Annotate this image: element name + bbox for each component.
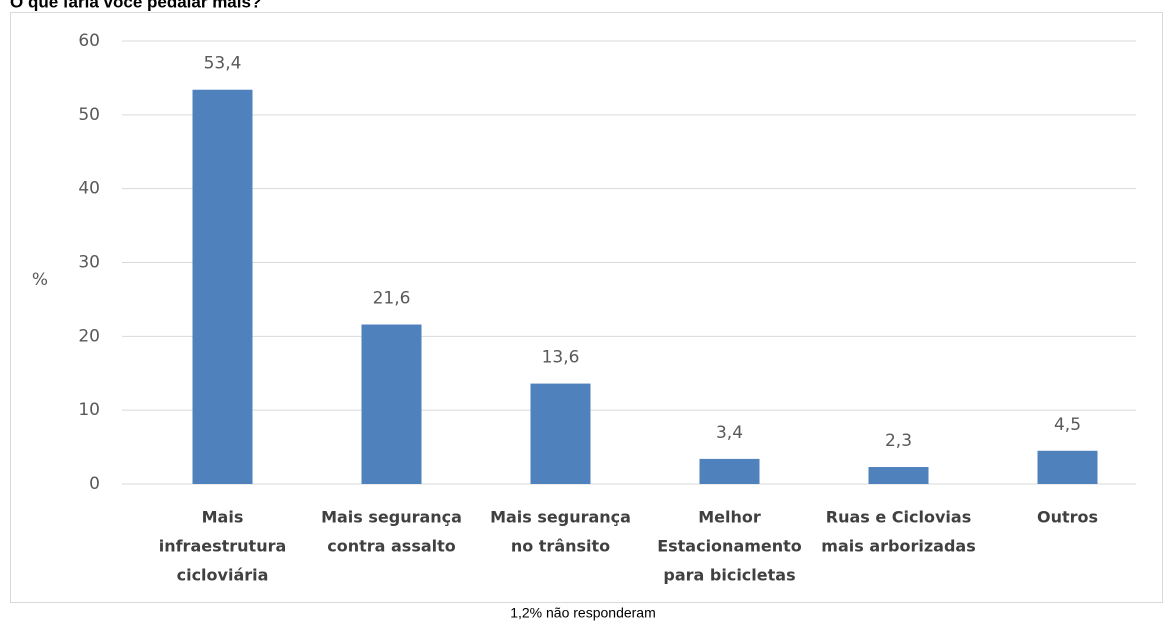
y-tick-label: 10 (78, 400, 100, 420)
y-tick-label: 30 (78, 253, 100, 273)
x-tick-label: no trânsito (511, 537, 610, 556)
data-label: 53,4 (204, 54, 242, 74)
x-tick-label: Ruas e Ciclovias (826, 508, 971, 527)
data-label: 2,3 (885, 431, 912, 451)
y-tick-label: 20 (78, 326, 100, 346)
x-tick-label: Mais segurança (321, 508, 462, 527)
data-label: 4,5 (1054, 415, 1081, 435)
y-tick-label: 0 (89, 474, 100, 494)
x-tick-label: Estacionamento (657, 537, 802, 556)
x-tick-label: Mais segurança (490, 508, 631, 527)
bar (530, 383, 591, 484)
x-tick-label: Mais (202, 508, 244, 527)
data-label: 21,6 (373, 289, 411, 309)
bar (361, 324, 422, 484)
data-label: 13,6 (542, 348, 580, 368)
y-tick-label: 40 (78, 179, 100, 199)
footnote: 1,2% não responderam (510, 605, 656, 621)
x-tick-label: contra assalto (327, 537, 456, 556)
x-tick-label: Melhor (698, 508, 761, 527)
y-tick-label: 50 (78, 105, 100, 125)
x-tick-label: mais arborizadas (821, 537, 975, 556)
y-tick-label: 60 (78, 31, 100, 51)
y-axis-label: % (32, 270, 48, 290)
bar (1037, 450, 1098, 484)
data-label: 3,4 (716, 423, 743, 443)
bar (699, 458, 760, 484)
bar (868, 467, 929, 484)
x-tick-label: infraestrutura (159, 537, 287, 556)
chart-title: O que faria você pedalar mais? (10, 0, 261, 11)
bar (192, 89, 253, 484)
x-tick-label: para bicicletas (663, 566, 795, 585)
x-tick-label: Outros (1037, 508, 1098, 527)
x-tick-label: cicloviária (177, 566, 269, 585)
